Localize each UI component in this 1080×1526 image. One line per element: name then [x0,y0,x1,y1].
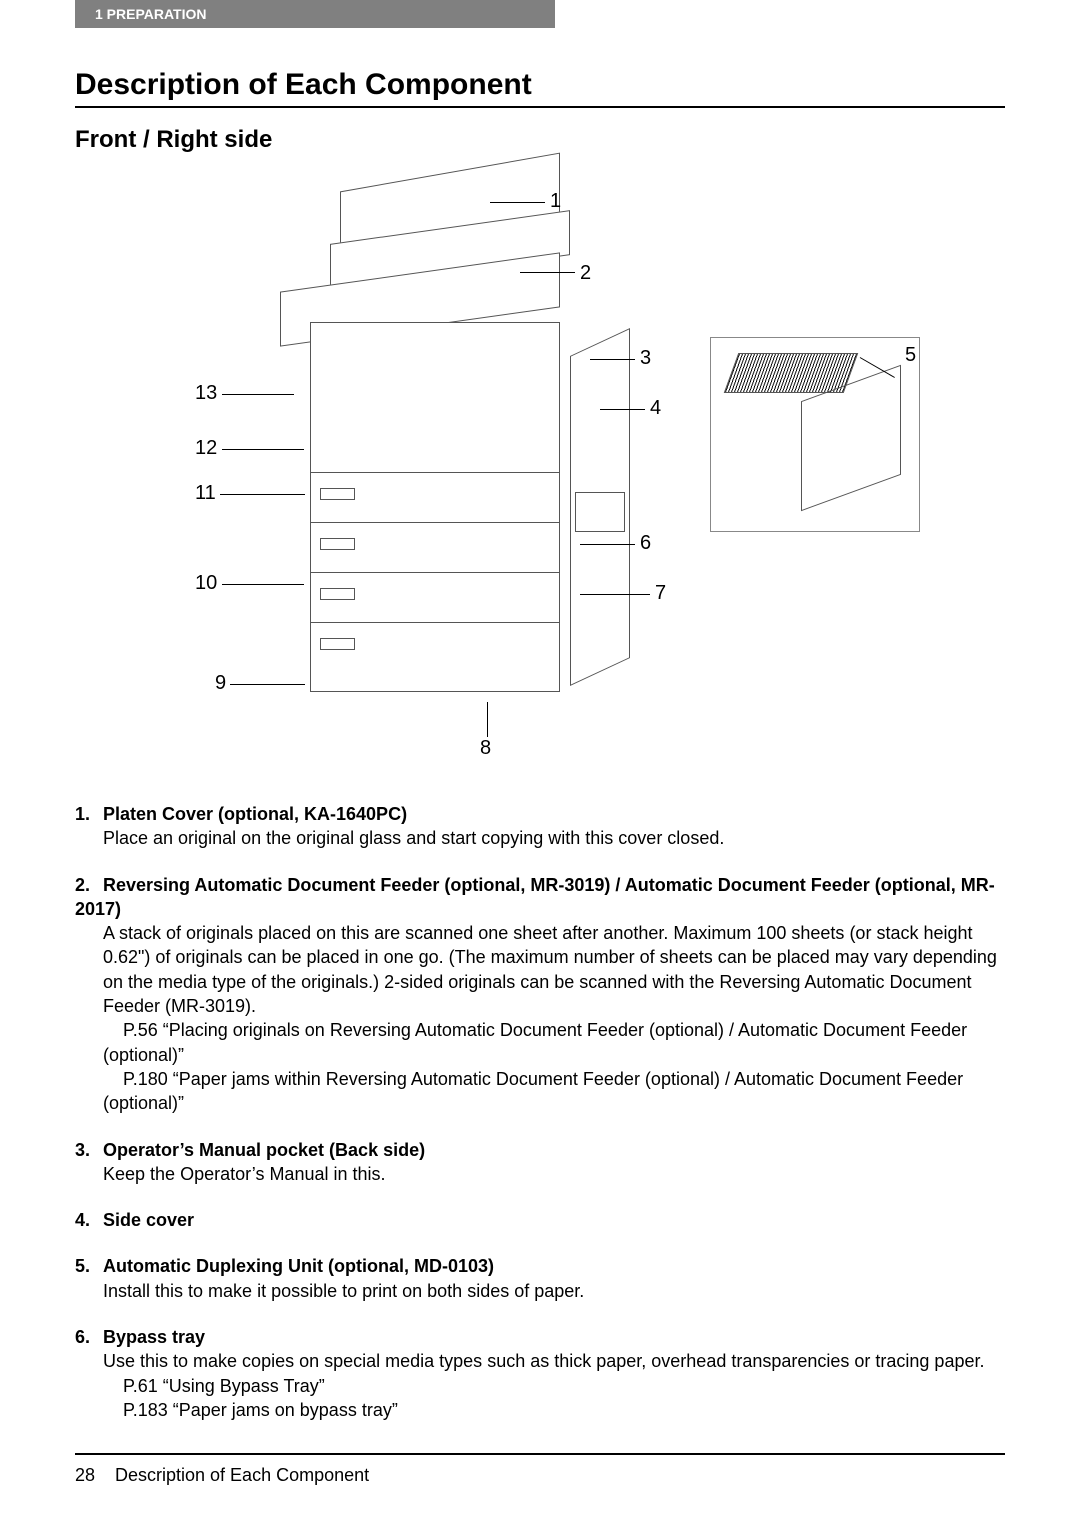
callout-11: 11 [195,482,216,505]
duplex-detail-view [710,337,920,532]
callout-line [600,409,645,410]
item-title: Platen Cover (optional, KA-1640PC) [103,804,407,824]
callout-line [222,449,304,450]
callout-line [487,702,488,737]
callout-5: 5 [905,344,916,367]
bypass-tray-shape [575,492,625,532]
drawer-4 [310,622,560,672]
item-number: 2. [75,873,103,897]
ref-text: P.56 “Placing originals on Reversing Aut… [103,1020,967,1064]
section-title: Front / Right side [75,126,1005,154]
item-number: 1. [75,802,103,826]
chapter-header: 1 PREPARATION [75,0,555,28]
item-3: 3.Operator’s Manual pocket (Back side) K… [75,1138,1005,1187]
callout-1: 1 [550,190,561,213]
callout-13: 13 [195,382,217,405]
callout-3: 3 [640,347,651,370]
item-title: Bypass tray [103,1327,205,1347]
callout-10: 10 [195,572,217,595]
content-area: Description of Each Component Front / Ri… [0,28,1080,772]
callout-6: 6 [640,532,651,555]
item-body: Place an original on the original glass … [103,826,1005,850]
duplex-unit-shape [731,353,901,518]
callout-line [580,594,650,595]
item-body: Install this to make it possible to prin… [103,1279,1005,1303]
item-title: Operator’s Manual pocket (Back side) [103,1140,425,1160]
item-number: 4. [75,1208,103,1232]
footer-text: 28Description of Each Component [75,1465,1005,1486]
item-ref: P.180 “Paper jams within Reversing Autom… [103,1067,1005,1116]
item-ref: P.183 “Paper jams on bypass tray” [103,1398,1005,1422]
item-ref: P.61 “Using Bypass Tray” [103,1374,1005,1398]
page-title: Description of Each Component [75,68,1005,102]
ref-text: P.61 “Using Bypass Tray” [123,1376,325,1396]
item-body: Keep the Operator’s Manual in this. [103,1162,1005,1186]
item-number: 6. [75,1325,103,1349]
ref-text: P.180 “Paper jams within Reversing Autom… [103,1069,963,1113]
callout-7: 7 [655,582,666,605]
callout-line [222,394,294,395]
page-footer: 28Description of Each Component [75,1453,1005,1486]
item-number: 3. [75,1138,103,1162]
callout-line [222,584,304,585]
item-ref: P.56 “Placing originals on Reversing Aut… [103,1018,1005,1067]
callout-line [220,494,305,495]
item-number: 5. [75,1254,103,1278]
callout-12: 12 [195,437,217,460]
ref-text: P.183 “Paper jams on bypass tray” [123,1400,398,1420]
item-1: 1.Platen Cover (optional, KA-1640PC) Pla… [75,802,1005,851]
drawer-handle [320,588,355,600]
drawer-3 [310,572,560,622]
callout-line [230,684,305,685]
footer-rule [75,1453,1005,1455]
drawer-2 [310,522,560,572]
item-6: 6.Bypass tray Use this to make copies on… [75,1325,1005,1422]
copier-main-view [240,172,660,732]
callout-line [490,202,545,203]
drawer-handle [320,638,355,650]
item-2: 2.Reversing Automatic Document Feeder (o… [75,873,1005,1116]
component-list: 1.Platen Cover (optional, KA-1640PC) Pla… [75,802,1005,1422]
item-body: A stack of originals placed on this are … [103,921,1005,1018]
item-4: 4.Side cover [75,1208,1005,1232]
title-rule [75,106,1005,108]
callout-line [580,544,635,545]
drawer-handle [320,488,355,500]
drawer-1 [310,472,560,522]
item-title: Reversing Automatic Document Feeder (opt… [75,875,995,919]
callout-4: 4 [650,397,661,420]
item-body: Use this to make copies on special media… [103,1349,1005,1373]
component-diagram: 1 2 3 4 5 6 7 8 9 10 11 12 13 [160,172,920,772]
callout-line [590,359,635,360]
callout-9: 9 [215,672,226,695]
item-5: 5.Automatic Duplexing Unit (optional, MD… [75,1254,1005,1303]
footer-title: Description of Each Component [115,1465,369,1485]
item-title: Automatic Duplexing Unit (optional, MD-0… [103,1256,494,1276]
callout-2: 2 [580,262,591,285]
page-number: 28 [75,1465,115,1486]
item-title: Side cover [103,1210,194,1230]
callout-8: 8 [480,737,491,760]
chapter-label: 1 PREPARATION [95,6,207,22]
callout-line [520,272,575,273]
drawer-handle [320,538,355,550]
